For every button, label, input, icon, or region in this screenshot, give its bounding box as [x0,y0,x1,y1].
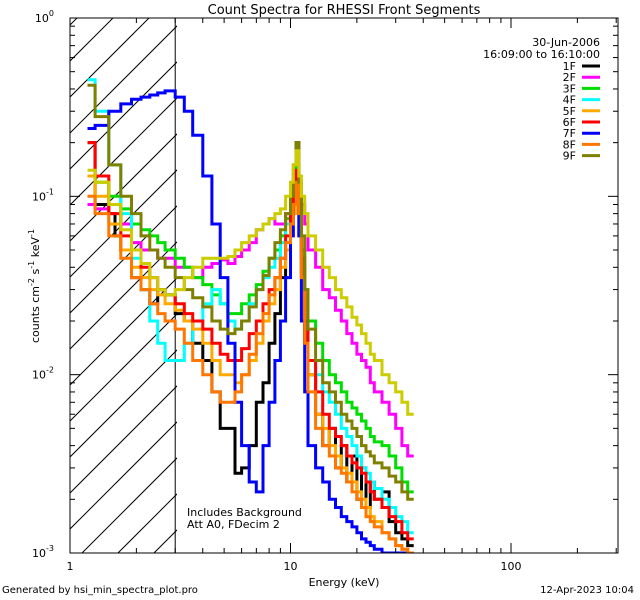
hatch-line [70,61,177,170]
hatch-line [586,0,640,553]
series-line-8F [87,180,414,553]
hatch-line [70,385,177,494]
y-axis-label: counts cm-2 s-1 keV-1 [27,229,42,343]
hatch-line [70,205,177,314]
hatch-line [370,0,640,553]
legend-label-1F: 1F [563,60,576,73]
timestamp-footer: 12-Apr-2023 10:04 [540,585,634,596]
x-tick-label-1: 1 [67,560,74,573]
legend-label-8F: 8F [563,138,576,151]
series-layer [87,78,414,553]
legend-label-3F: 3F [563,82,576,95]
hatch-line [70,18,78,26]
legend-label-7F: 7F [563,127,576,140]
legend-label-4F: 4F [563,94,576,107]
hatch-line [442,0,640,553]
legend-label-5F: 5F [563,105,576,118]
hatch-line [478,0,640,553]
legend-label-2F: 2F [563,71,576,84]
hatch-line [70,18,150,98]
plot-frame [69,17,619,554]
legend-label-6F: 6F [563,116,576,129]
hatch-line [70,421,177,530]
y-tick-label-10e0: 100 [35,9,54,25]
hatch-line [0,0,30,553]
hatch-line [70,25,177,134]
hatch-line [70,18,114,62]
time-range-annotation: 16:09:00 to 16:10:00 [483,48,600,61]
hatch-line [70,241,177,350]
chart-title: Count Spectra for RHESSI Front Segments [208,3,481,18]
legend-label-9F: 9F [563,150,576,163]
hatch-line [70,277,177,386]
x-axis-label: Energy (keV) [309,576,380,589]
hatch-line [406,0,640,553]
x-tick-label-10: 10 [284,560,298,573]
background-note: Includes Background [187,506,302,519]
hatch-line [70,169,177,278]
attenuator-note: Att A0, FDecim 2 [187,518,280,531]
hatch-line [514,0,640,553]
x-tick-label-100: 100 [501,560,522,573]
hatch-line [262,0,640,553]
y-tick-label-10e-2: 10-2 [32,366,54,382]
date-annotation: 30-Jun-2006 [532,36,600,49]
hatch-line [298,0,640,553]
series-line-extra-9 [87,149,414,416]
generated-by-footer: Generated by hsi_min_spectra_plot.pro [2,585,198,596]
series-line-9F [87,83,414,501]
hatch-line [622,0,640,553]
series-line-7F [87,89,414,553]
hatch-line [334,0,640,553]
y-tick-label-10e-3: 10-3 [32,544,54,560]
axis-ticks [69,17,618,554]
y-tick-label-10e-1: 10-1 [32,187,54,203]
